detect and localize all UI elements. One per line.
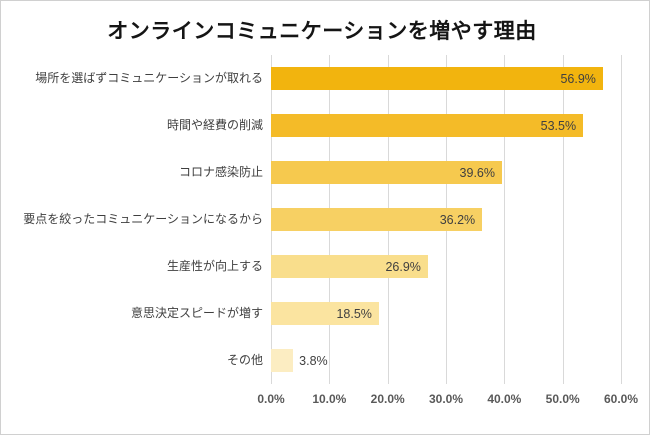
chart-row: コロナ感染防止 39.6% [15,149,629,196]
chart-title: オンラインコミュニケーションを増やす理由 [107,20,537,43]
bar-track: 3.8% [271,349,621,372]
x-tick-label: 60.0% [603,392,639,406]
bar: 36.2% [271,208,483,231]
bar-rows: 場所を選ばずコミュニケーションが取れる 56.9% 時間や経費の削減 53.5% コロナ… [15,55,629,384]
value-label: 56.9% [560,71,596,86]
chart-row: 意思決定スピードが増す 18.5% [15,290,629,337]
category-label: 要点を絞ったコミュニケーションになるから [23,211,263,226]
bar: 53.5% [271,114,584,137]
category-label: 時間や経費の削減 [166,117,263,132]
x-tick-label: 30.0% [428,392,464,406]
value-label: 39.6% [459,165,495,180]
value-label: 36.2% [439,212,476,227]
chart-row: 生産性が向上する 26.9% [15,243,629,290]
x-tick-label: 20.0% [370,392,405,406]
category-label: コロナ感染防止 [178,164,263,179]
bar-track: 39.6% [271,161,621,184]
bar: 18.5% [271,302,379,325]
bar: 26.9% [271,255,428,278]
gridline [504,55,506,384]
bar [271,349,294,372]
gridline [562,55,564,384]
x-axis: 0.0% 10.0% 20.0% 30.0% 40.0% 50.0% 60.0% [257,392,638,416]
chart-row: 場所を選ばずコミュニケーションが取れる 56.9% [15,55,629,102]
category-label: 意思決定スピードが増す [130,305,263,320]
x-tick-label: 0.0% [257,392,285,406]
value-label: 26.9% [385,259,421,274]
bar: 39.6% [271,161,502,184]
bar-track: 53.5% [271,114,621,137]
x-tick-label: 40.0% [487,392,522,406]
category-label: その他 [226,352,263,367]
chart-row: その他 3.8% [15,337,629,384]
bar: 56.9% [271,67,603,90]
category-label: 生産性が向上する [166,258,263,273]
category-label: 場所を選ばずコミュニケーションが取れる [35,70,263,85]
bar-track: 56.9% [271,67,621,90]
value-label: 18.5% [336,306,372,321]
gridline [621,55,622,384]
value-label: 53.5% [540,118,577,133]
bar-chart: 場所を選ばずコミュニケーションが取れる 56.9% 時間や経費の削減 53.5% コロナ… [15,55,638,416]
x-tick-label: 10.0% [312,392,347,406]
chart-row: 時間や経費の削減 53.5% [15,102,629,149]
bar-track: 18.5% [271,302,621,325]
bar-track: 26.9% [271,255,621,278]
bar-track: 36.2% [271,208,621,231]
chart-row: 要点を絞ったコミュニケーションになるから 36.2% [15,196,629,243]
x-tick-label: 50.0% [545,392,580,406]
value-label: 3.8% [299,353,328,368]
